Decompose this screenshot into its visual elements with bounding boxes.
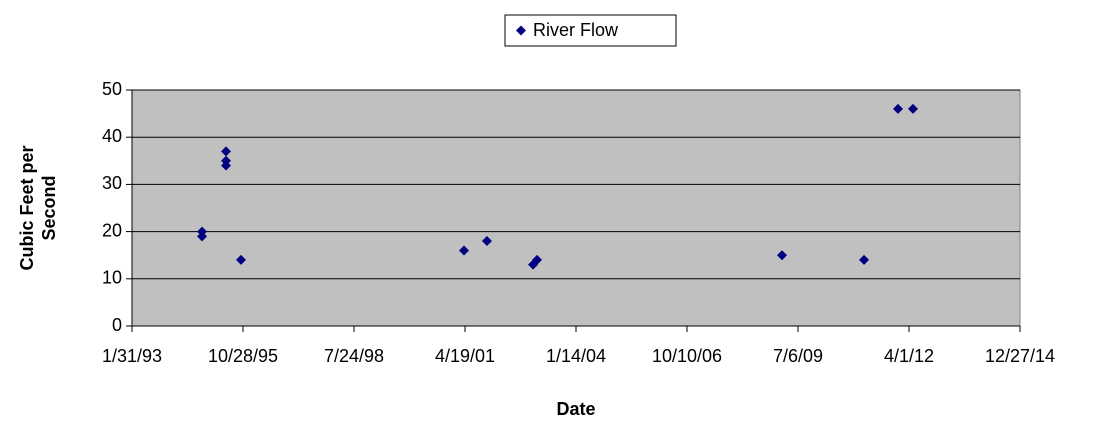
x-tick-label: 10/10/06: [652, 346, 722, 366]
point: [859, 254, 870, 265]
y-tick-label: 10: [102, 268, 122, 288]
legend-label: River Flow: [533, 20, 619, 40]
point: [221, 160, 232, 171]
x-tick-label: 4/1/12: [884, 346, 934, 366]
point: [221, 146, 232, 157]
point: [481, 236, 492, 247]
point: [532, 254, 543, 265]
plot-area: [131, 89, 1021, 327]
y-tick-label: 50: [102, 79, 122, 99]
y-tick-label: 0: [112, 315, 122, 335]
x-tick-label: 10/28/95: [208, 346, 278, 366]
x-tick-label: 7/24/98: [324, 346, 384, 366]
x-tick-label: 1/14/04: [546, 346, 606, 366]
x-tick-label: 12/27/14: [985, 346, 1055, 366]
point: [777, 250, 788, 261]
x-tick-label: 1/31/93: [102, 346, 162, 366]
legend-marker: [516, 25, 526, 36]
x-tick-label: 4/19/01: [435, 346, 495, 366]
y-tick-label: 40: [102, 126, 122, 146]
y-axis-label: Cubic Feet per Second: [17, 145, 59, 271]
point: [459, 245, 470, 256]
point: [236, 254, 247, 265]
y-tick-label: 30: [102, 173, 122, 193]
x-axis-label: Date: [556, 399, 595, 419]
point: [893, 103, 904, 114]
point: [907, 103, 918, 114]
x-tick-label: 7/6/09: [773, 346, 823, 366]
y-tick-label: 20: [102, 220, 122, 240]
point: [197, 231, 208, 242]
legend-box: [504, 14, 677, 47]
